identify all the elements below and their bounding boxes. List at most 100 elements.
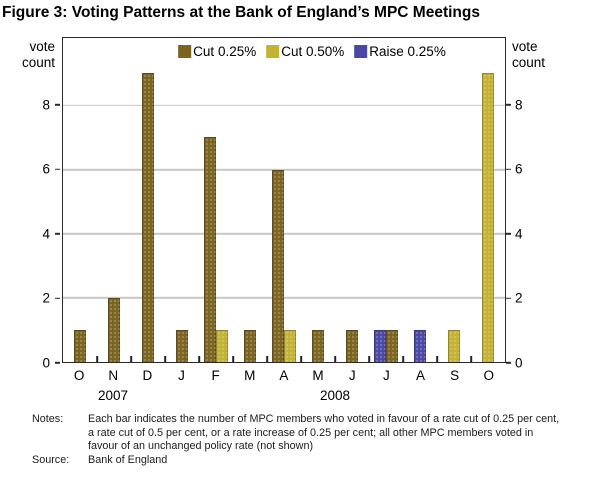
legend-label: Cut 0.50%	[281, 44, 345, 59]
x-axis-tick	[96, 356, 98, 362]
x-axis-tick	[232, 356, 234, 362]
y-tick-label: 2	[42, 290, 50, 306]
x-axis-tick	[402, 356, 404, 362]
legend: Cut 0.25% Cut 0.50% Raise 0.25%	[178, 44, 446, 59]
bar-group	[165, 38, 199, 362]
y-tick-mark	[55, 362, 60, 364]
bar-cut025	[244, 329, 256, 362]
month-label: F	[211, 368, 220, 383]
source-text: Bank of England	[88, 453, 168, 466]
bar-cut050	[448, 329, 460, 362]
bar-group	[233, 38, 267, 362]
bar-cut025	[312, 329, 324, 362]
y-tick-mark	[506, 297, 511, 300]
x-axis-tick	[300, 356, 302, 362]
notes-block: Notes: Each bar indicates the number of …	[32, 413, 560, 467]
plot-area: Cut 0.25% Cut 0.50% Raise 0.25%	[62, 37, 506, 363]
y-tick-label: 6	[515, 161, 523, 177]
month-label: S	[450, 368, 460, 383]
bar-group	[301, 38, 335, 362]
y-tick-label: 6	[42, 161, 50, 177]
y-axis-title-left: vote count	[0, 39, 55, 71]
bar-group	[267, 38, 301, 362]
y-axis-title-left-line1: vote	[29, 39, 55, 54]
y-axis-title-right-line1: vote	[512, 39, 538, 54]
bar-cut025	[176, 329, 188, 362]
bar-group	[437, 38, 471, 362]
bar-cut050	[482, 73, 494, 362]
bar-group	[97, 38, 131, 362]
figure-title: Figure 3: Voting Patterns at the Bank of…	[2, 4, 480, 21]
x-axis-tick	[130, 356, 132, 362]
gridline	[63, 297, 505, 299]
notes-label: Notes:	[32, 413, 64, 425]
bar-cut025	[142, 73, 154, 362]
bar-group	[199, 38, 233, 362]
bar-cut025	[346, 329, 358, 362]
bar-group	[403, 38, 437, 362]
y-tick-mark	[506, 233, 511, 235]
legend-item: Cut 0.25%	[178, 44, 256, 59]
legend-swatch	[266, 45, 280, 58]
y-tick-mark	[506, 104, 511, 106]
notes-text: Each bar indicates the number of MPC mem…	[88, 413, 560, 452]
y-tick-mark	[55, 104, 60, 106]
legend-swatch	[354, 45, 368, 58]
month-label: D	[142, 368, 153, 383]
y-tick-mark	[55, 233, 60, 235]
gridline	[63, 104, 505, 107]
bar-group	[63, 38, 97, 362]
y-tick-label: 0	[42, 355, 50, 371]
y-tick-label: 4	[515, 226, 523, 242]
x-axis-tick	[368, 356, 370, 362]
bar-raise025	[373, 329, 386, 362]
bar-cut050	[216, 329, 228, 362]
legend-item: Cut 0.50%	[266, 44, 344, 59]
bar-group	[369, 38, 403, 362]
bar-cut025	[108, 297, 120, 362]
month-label: M	[244, 368, 256, 383]
y-axis-title-right-line2: count	[512, 55, 546, 70]
x-axis-tick	[164, 356, 166, 362]
month-label: J	[178, 368, 185, 383]
y-tick-label: 8	[515, 97, 523, 113]
plot-inner	[63, 38, 505, 362]
year-label: 2007	[98, 388, 129, 403]
bar-raise025	[414, 329, 426, 362]
bar-cut025	[385, 329, 398, 362]
bar-cut025	[204, 137, 216, 362]
month-label: J	[382, 368, 390, 383]
source-label: Source:	[32, 453, 70, 466]
x-axis-tick	[334, 356, 336, 362]
bar-cut025	[272, 169, 284, 362]
y-tick-label: 0	[515, 355, 523, 371]
y-tick-label: 4	[42, 226, 50, 242]
month-label: J	[348, 368, 356, 383]
gridline	[63, 168, 505, 171]
legend-item: Raise 0.25%	[354, 44, 446, 59]
y-axis-title-left-line2: count	[21, 55, 55, 70]
bar-group	[335, 38, 369, 362]
month-label: A	[415, 368, 425, 383]
year-label: 2008	[320, 388, 351, 403]
bar-group	[471, 38, 505, 362]
legend-label: Raise 0.25%	[369, 44, 446, 59]
y-axis-right: 0 2 4 6 8	[506, 37, 566, 370]
y-tick-label: 2	[515, 290, 523, 306]
x-axis-tick	[266, 356, 268, 362]
bar-cut025	[74, 329, 86, 362]
y-tick-mark	[55, 168, 60, 171]
x-axis-tick	[198, 356, 200, 362]
month-label: A	[279, 368, 289, 383]
gridline	[63, 232, 505, 235]
month-label: O	[73, 368, 85, 383]
y-tick-mark	[506, 362, 511, 364]
bar-cut050	[284, 329, 296, 362]
y-axis-title-right: vote count	[512, 39, 572, 71]
month-label: M	[312, 368, 324, 383]
y-tick-mark	[506, 168, 511, 171]
legend-label: Cut 0.25%	[193, 44, 257, 59]
x-axis-tick	[470, 356, 472, 362]
month-label: N	[108, 368, 119, 383]
